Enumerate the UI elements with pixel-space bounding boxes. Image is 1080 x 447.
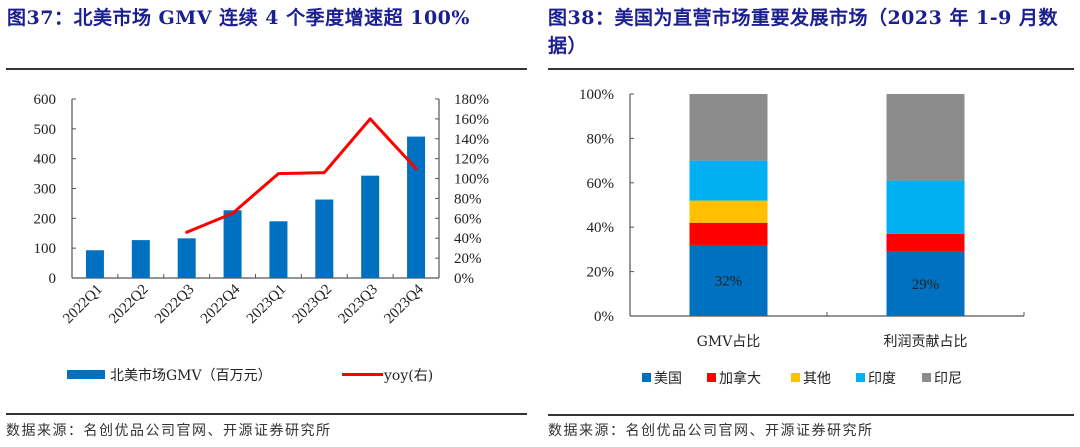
stacked-segment-印尼 xyxy=(886,94,965,181)
left-y-tick-label: 600 xyxy=(34,92,57,108)
y-tick-label: 40% xyxy=(587,220,615,236)
x-tick-label: 2023Q2 xyxy=(290,282,335,327)
legend-swatch xyxy=(642,373,651,382)
x-tick-label: 2023Q1 xyxy=(244,282,289,327)
y-tick-label: 20% xyxy=(587,265,615,281)
gmv-bar xyxy=(315,199,334,278)
gmv-bar xyxy=(223,210,242,278)
legend-swatch xyxy=(707,373,716,382)
left-y-tick-label: 500 xyxy=(34,122,57,138)
right-figure-title: 图38：美国为直营市场重要发展市场（2023 年 1-9 月数据） xyxy=(548,7,1058,57)
stacked-segment-美国 xyxy=(886,251,965,316)
legend-swatch xyxy=(922,373,931,382)
right-y-tick-label: 60% xyxy=(454,211,482,227)
left-figure-title: 图37：北美市场 GMV 连续 4 个季度增速超 100% xyxy=(7,7,470,29)
stacked-segment-印度 xyxy=(886,180,965,234)
data-label: 29% xyxy=(912,277,940,293)
y-tick-label: 60% xyxy=(587,176,615,192)
left-y-tick-label: 0 xyxy=(49,271,57,287)
yoy-line xyxy=(185,117,418,234)
y-tick-label: 80% xyxy=(587,131,615,147)
right-source-rule xyxy=(548,414,1074,416)
legend-label: 印尼 xyxy=(934,371,962,387)
legend-swatch-gmv xyxy=(67,370,105,379)
right-source-note: 数据来源：名创优品公司官网、开源证券研究所 xyxy=(548,423,874,439)
left-y-tick-label: 300 xyxy=(34,182,57,198)
x-tick-label: 利润贡献占比 xyxy=(884,334,968,350)
right-y-tick-label: 0% xyxy=(454,271,474,287)
right-y-tick-label: 160% xyxy=(454,112,489,128)
legend-label: 美国 xyxy=(654,371,682,387)
right-y-tick-label: 80% xyxy=(454,191,482,207)
left-title-rule xyxy=(6,68,527,70)
gmv-bar xyxy=(407,136,426,278)
gmv-bar xyxy=(131,240,150,278)
legend-label-yoy: yoy(右) xyxy=(383,368,433,384)
x-tick-label: 2022Q4 xyxy=(198,281,244,327)
stacked-segment-印度 xyxy=(689,160,768,201)
gmv-bar xyxy=(269,221,288,278)
left-source-note: 数据来源：名创优品公司官网、开源证券研究所 xyxy=(6,423,332,439)
stacked-segment-加拿大 xyxy=(886,233,965,252)
data-label: 32% xyxy=(715,273,743,289)
legend-label: 印度 xyxy=(868,371,896,387)
right-y-tick-label: 140% xyxy=(454,132,489,148)
x-tick-label: 2023Q3 xyxy=(336,282,381,327)
stacked-segment-加拿大 xyxy=(689,222,768,245)
left-y-tick-label: 400 xyxy=(34,152,57,168)
left-y-tick-label: 200 xyxy=(34,211,57,227)
gmv-bar xyxy=(85,250,104,278)
legend-swatch xyxy=(856,373,865,382)
stacked-segment-印尼 xyxy=(689,94,768,161)
stacked-segment-其他 xyxy=(689,200,768,223)
y-tick-label: 0% xyxy=(594,309,614,325)
right-y-tick-label: 180% xyxy=(454,92,489,108)
legend-label: 其他 xyxy=(803,371,831,387)
legend-swatch xyxy=(791,373,800,382)
right-y-tick-label: 100% xyxy=(454,172,489,188)
right-title-rule xyxy=(548,68,1074,70)
legend-label: 加拿大 xyxy=(719,370,761,387)
gmv-bar xyxy=(361,175,380,278)
left-y-tick-label: 100 xyxy=(34,241,57,257)
right-y-tick-label: 20% xyxy=(454,251,482,267)
stacked-segment-美国 xyxy=(689,244,768,316)
legend-label-gmv: 北美市场GMV（百万元） xyxy=(110,367,272,384)
right-y-tick-label: 120% xyxy=(454,152,489,168)
x-tick-label: 2022Q3 xyxy=(152,282,197,327)
gmv-bar xyxy=(177,238,196,278)
right-y-tick-label: 40% xyxy=(454,231,482,247)
x-tick-label: 2023Q4 xyxy=(381,281,427,327)
y-tick-label: 100% xyxy=(579,87,614,103)
x-tick-label: 2022Q1 xyxy=(60,282,105,327)
x-tick-label: GMV占比 xyxy=(697,334,761,350)
x-tick-label: 2022Q2 xyxy=(106,282,151,327)
left-source-rule xyxy=(6,413,527,415)
